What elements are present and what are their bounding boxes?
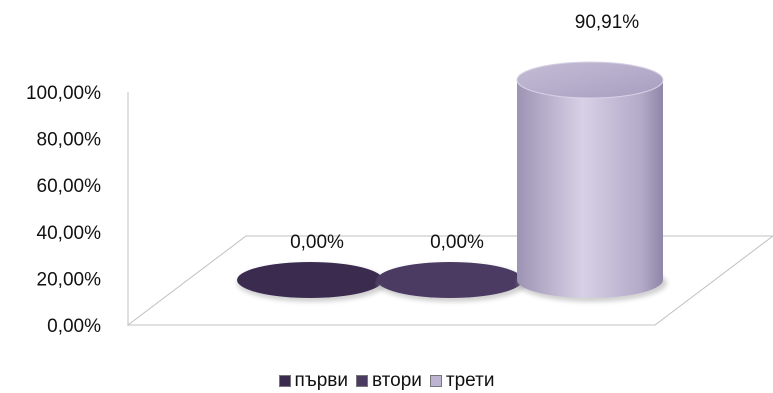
legend-swatch-0 bbox=[278, 375, 291, 387]
bar-първи bbox=[237, 262, 387, 302]
y-tick-label-5: 100,00% bbox=[26, 83, 101, 104]
legend-item-1: втори bbox=[355, 370, 422, 392]
legend-label-2: трети bbox=[445, 370, 495, 391]
legend-swatch-1 bbox=[355, 375, 368, 387]
bar-body-2 bbox=[517, 80, 663, 298]
legend-swatch-2 bbox=[429, 375, 442, 387]
legend-label-1: втори bbox=[371, 370, 422, 391]
chart-floor bbox=[126, 235, 773, 326]
y-tick-label-2: 40,00% bbox=[37, 223, 102, 244]
y-tick-label-3: 60,00% bbox=[37, 176, 102, 197]
legend: първи втори трети bbox=[0, 370, 773, 393]
y-tick-label-1: 20,00% bbox=[37, 269, 102, 290]
y-tick-label-0: 0,00% bbox=[47, 316, 101, 337]
bar-втори bbox=[377, 262, 527, 302]
y-tick-label-4: 80,00% bbox=[37, 130, 102, 151]
bar-disc-0 bbox=[237, 262, 383, 298]
legend-item-2: трети bbox=[429, 370, 495, 392]
data-label-1: 0,00% bbox=[430, 232, 484, 253]
bar-трети bbox=[516, 61, 667, 302]
data-label-2: 90,91% bbox=[575, 12, 640, 33]
legend-label-0: първи bbox=[294, 370, 348, 391]
bar-disc-1 bbox=[377, 262, 523, 298]
data-label-0: 0,00% bbox=[290, 232, 344, 253]
legend-item-0: първи bbox=[278, 370, 348, 392]
bar-top-2 bbox=[516, 61, 664, 99]
